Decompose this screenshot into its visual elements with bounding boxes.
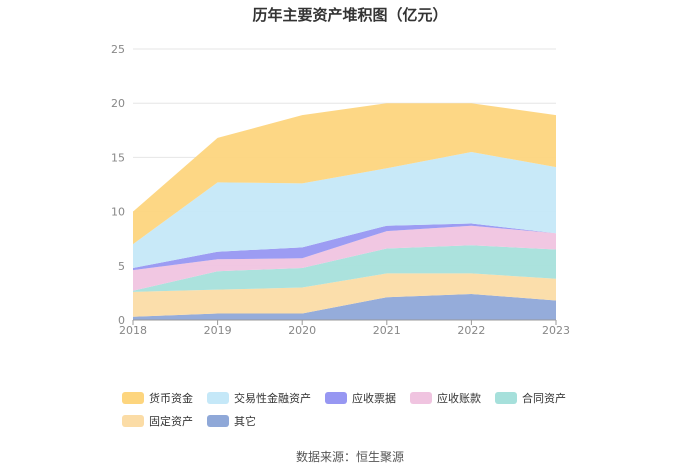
legend-item[interactable]: 应收账款: [410, 391, 481, 405]
x-tick-label: 2022: [457, 324, 485, 337]
legend-swatch: [207, 415, 229, 427]
area-series-4: [133, 223, 556, 271]
legend-swatch: [410, 392, 432, 404]
legend-swatch: [207, 392, 229, 404]
legend-item[interactable]: 交易性金融资产: [207, 391, 311, 405]
y-tick-label: 20: [111, 97, 125, 110]
legend-label: 其它: [234, 415, 256, 428]
chart-title: 历年主要资产堆积图（亿元）: [252, 6, 448, 24]
area-series-2: [133, 245, 556, 292]
x-tick-label: 2019: [204, 324, 232, 337]
legend-swatch: [495, 392, 517, 404]
legend-item[interactable]: 其它: [207, 414, 256, 428]
legend: 货币资金 交易性金融资产 应收票据 应收账款 合同资产固定资产 其它: [122, 389, 602, 435]
area-series-3: [133, 225, 556, 291]
x-tick-label: 2020: [288, 324, 316, 337]
area-series-1: [133, 273, 556, 317]
legend-label: 应收票据: [352, 392, 396, 405]
x-tick-label: 2018: [119, 324, 147, 337]
y-tick-label: 5: [118, 260, 125, 273]
legend-swatch: [122, 415, 144, 427]
area-layer: [133, 103, 556, 320]
data-source: 数据来源：恒生聚源: [295, 450, 404, 464]
legend-swatch: [122, 392, 144, 404]
y-tick-label: 10: [111, 206, 125, 219]
legend-swatch: [325, 392, 347, 404]
x-tick-label: 2023: [542, 324, 570, 337]
legend-label: 合同资产: [522, 392, 566, 405]
y-tick-label: 15: [111, 151, 125, 164]
legend-label: 交易性金融资产: [234, 392, 311, 405]
legend-label: 固定资产: [149, 415, 193, 428]
x-tick-label: 2021: [373, 324, 401, 337]
legend-item[interactable]: 合同资产: [495, 391, 566, 405]
y-tick-label: 0: [118, 314, 125, 327]
legend-item[interactable]: 货币资金: [122, 391, 193, 405]
y-tick-label: 25: [111, 43, 125, 56]
axes: 2018 2019 2020 2021 2022 2023: [119, 319, 570, 337]
legend-label: 应收账款: [437, 392, 481, 405]
legend-item[interactable]: 应收票据: [325, 391, 396, 405]
stacked-area-chart: 0 5 10 15 20 25 2018 2019 2020 2021 2022 2023: [111, 43, 570, 337]
area-series-5: [133, 151, 556, 268]
area-series-6: [133, 103, 556, 245]
legend-label: 货币资金: [149, 392, 193, 405]
legend-item[interactable]: 固定资产: [122, 414, 193, 428]
